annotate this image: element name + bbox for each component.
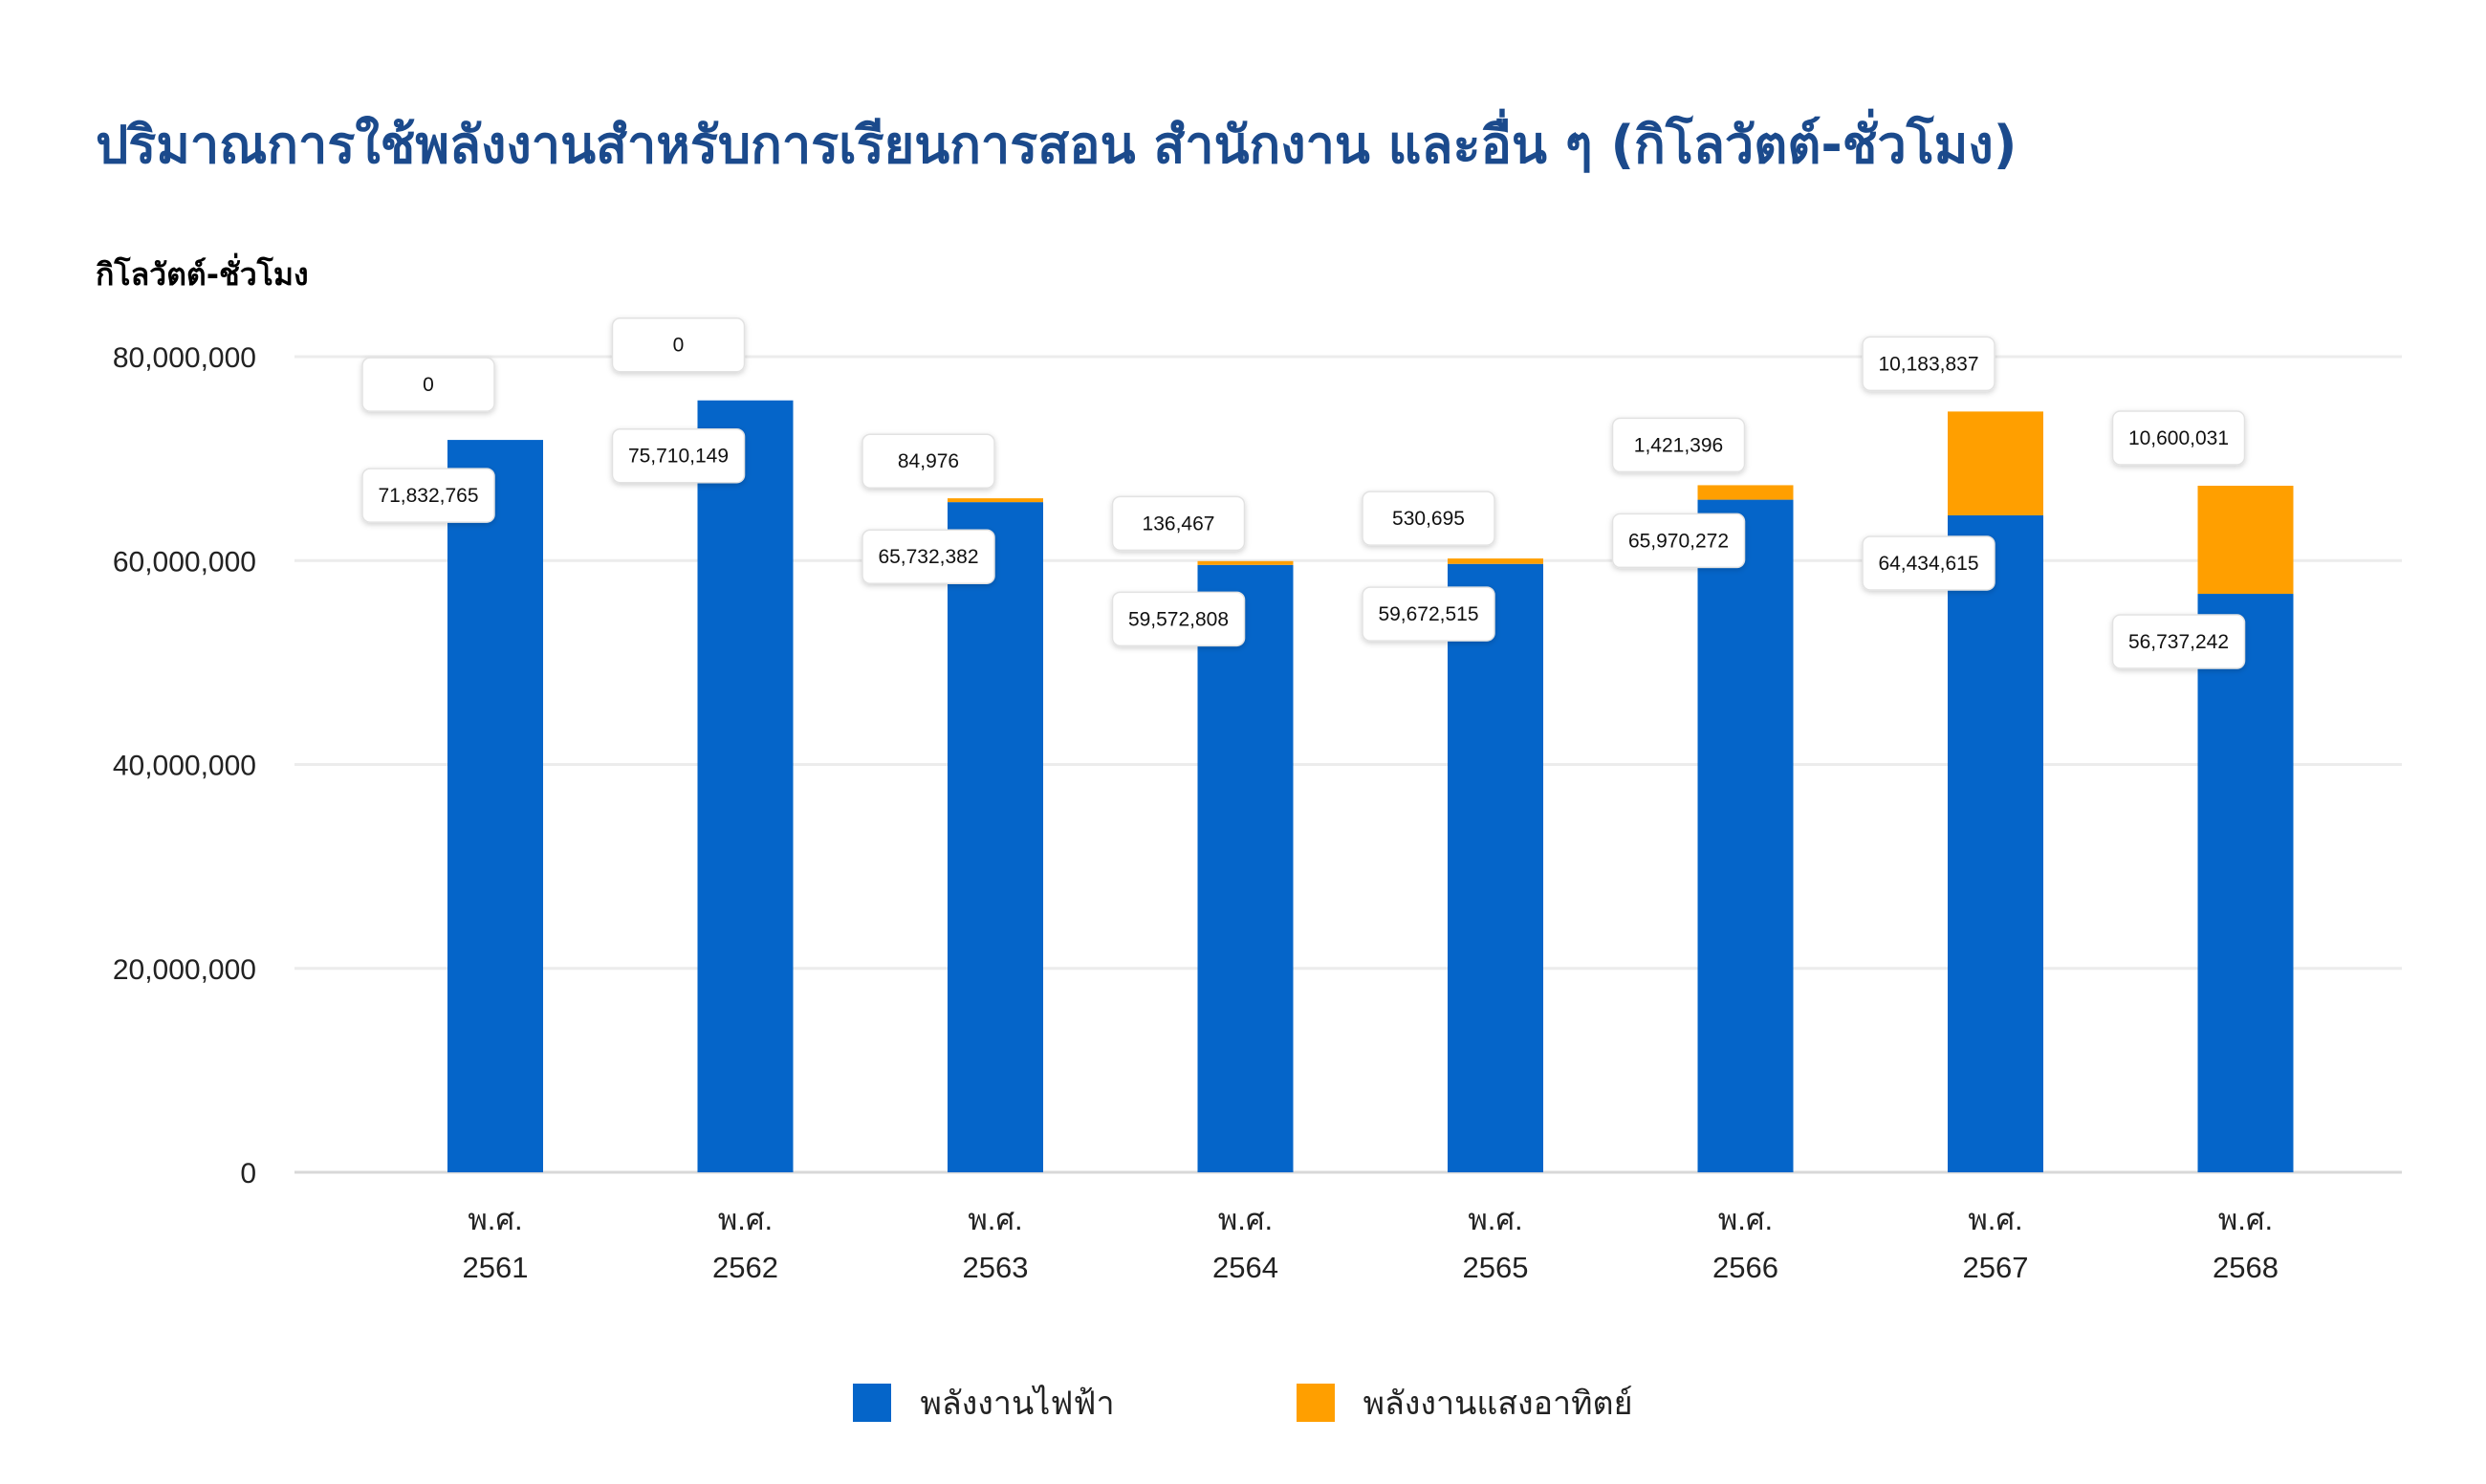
x-tick-label-year: 2564 (1212, 1251, 1278, 1284)
bar-electric (1197, 564, 1294, 1172)
data-label-solar: 84,976 (861, 433, 995, 489)
data-label-box (1111, 591, 1246, 647)
data-label-text: 56,737,242 (2128, 631, 2229, 653)
data-label-box (861, 433, 995, 489)
data-label-solar: 10,183,837 (1862, 336, 1995, 392)
data-label-box (1862, 535, 1995, 591)
data-label-box (611, 316, 746, 373)
x-tick-label-year: 2562 (712, 1251, 778, 1284)
y-tick-label: 0 (240, 1158, 256, 1189)
data-label-text: 1,421,396 (1634, 434, 1723, 456)
x-tick-label-prefix: พ.ศ. (1218, 1203, 1273, 1236)
legend-swatch-electric (853, 1384, 892, 1422)
data-label-text: 84,976 (898, 450, 959, 472)
data-label-solar: 1,421,396 (1611, 417, 1746, 473)
data-label-text: 530,695 (1392, 508, 1465, 530)
data-label-solar: 10,600,031 (2111, 410, 2246, 466)
data-label-text: 75,710,149 (628, 446, 729, 468)
x-tick-label-prefix: พ.ศ. (718, 1203, 773, 1236)
legend-swatch-solar (1296, 1384, 1335, 1422)
data-label-box (1362, 586, 1495, 642)
x-tick-label-prefix: พ.ศ. (468, 1203, 522, 1236)
data-label-text: 0 (423, 374, 434, 396)
gridlines (294, 355, 2402, 1174)
y-axis-label: กิโลวัตต์-ชั่วโมง (96, 256, 309, 293)
data-label-text: 136,467 (1143, 513, 1215, 535)
data-labels: 0 71,832,765 0 75,710,149 84,976 65,732,382 13… (361, 316, 2246, 669)
data-label-solar: 0 (361, 357, 495, 412)
data-label-box (361, 468, 495, 523)
data-label-box (361, 357, 495, 412)
data-label-box (1611, 417, 1746, 473)
data-label-electric: 56,737,242 (2111, 614, 2246, 669)
y-tick-label: 40,000,000 (113, 751, 256, 782)
x-tick-label-prefix: พ.ศ. (1468, 1203, 1522, 1236)
bar-solar (1197, 560, 1294, 565)
bar-solar (1697, 485, 1794, 500)
y-axis-ticks: 0 20,000,000 40,000,000 60,000,000 80,000,00… (113, 342, 256, 1189)
bar-electric (1697, 499, 1794, 1172)
data-label-text: 59,572,808 (1128, 608, 1229, 630)
data-label-box (1362, 491, 1495, 546)
legend: พลังงานไฟฟ้า พลังงานแสงอาทิตย์ (0, 1377, 2486, 1429)
bar-electric (697, 400, 794, 1172)
bar-electric (2197, 594, 2294, 1172)
data-label-text: 10,600,031 (2128, 427, 2229, 449)
data-label-solar: 0 (611, 316, 746, 373)
data-label-electric: 64,434,615 (1862, 535, 1995, 591)
data-label-solar: 136,467 (1111, 495, 1246, 552)
legend-label-electric: พลังงานไฟฟ้า (920, 1385, 1115, 1423)
legend-item-solar[interactable]: พลังงานแสงอาทิตย์ (1296, 1377, 1633, 1429)
legend-item-electric[interactable]: พลังงานไฟฟ้า (853, 1377, 1115, 1429)
bar-electric (1448, 563, 1543, 1172)
data-label-text: 65,970,272 (1628, 530, 1729, 552)
data-label-box (2111, 410, 2246, 466)
x-tick-label-prefix: พ.ศ. (1968, 1203, 2022, 1236)
y-tick-label: 60,000,000 (113, 546, 256, 578)
data-label-box (1111, 495, 1246, 552)
x-tick-label-year: 2561 (463, 1251, 529, 1284)
x-tick-label-prefix: พ.ศ. (1718, 1203, 1773, 1236)
bar-electric (948, 502, 1043, 1172)
x-tick-label-year: 2567 (1963, 1251, 2029, 1284)
data-label-solar: 530,695 (1362, 491, 1495, 546)
data-label-electric: 75,710,149 (611, 427, 746, 484)
data-label-electric: 59,672,515 (1362, 586, 1495, 642)
data-label-box (1611, 513, 1746, 569)
x-tick-label-prefix: พ.ศ. (2218, 1203, 2273, 1236)
y-tick-label: 80,000,000 (113, 342, 256, 374)
data-label-electric: 59,572,808 (1111, 591, 1246, 647)
bars (447, 400, 2294, 1172)
data-label-electric: 65,970,272 (1611, 513, 1746, 569)
data-label-text: 64,434,615 (1878, 553, 1978, 575)
x-tick-label-year: 2563 (963, 1251, 1029, 1284)
data-label-box (2111, 614, 2246, 669)
data-label-box (1862, 336, 1995, 392)
data-label-text: 65,732,382 (878, 546, 978, 568)
legend-label-solar: พลังงานแสงอาทิตย์ (1363, 1385, 1633, 1423)
x-tick-label-year: 2566 (1712, 1251, 1778, 1284)
data-label-text: 10,183,837 (1878, 353, 1978, 375)
page-title: ปริมาณการใช้พลังงานสำหรับการเรียนการสอน … (96, 115, 2017, 175)
x-tick-label-year: 2568 (2213, 1251, 2279, 1284)
data-label-box (611, 427, 746, 484)
bar-electric (1948, 514, 2043, 1172)
y-tick-label: 20,000,000 (113, 954, 256, 986)
data-label-box (861, 529, 995, 584)
data-label-text: 71,832,765 (378, 485, 478, 507)
bar-solar (1948, 411, 2043, 515)
bar-electric (447, 440, 543, 1172)
data-label-text: 0 (673, 335, 685, 357)
bar-solar (2197, 486, 2294, 595)
data-label-electric: 71,832,765 (361, 468, 495, 523)
data-label-electric: 65,732,382 (861, 529, 995, 584)
x-axis-ticks: พ.ศ. 2561 พ.ศ. 2562 พ.ศ. 2563 พ.ศ. 2564 พ.ศ. 2565… (463, 1203, 2279, 1284)
x-tick-label-prefix: พ.ศ. (968, 1203, 1022, 1236)
bar-solar (1448, 558, 1543, 564)
bar-solar (948, 498, 1043, 503)
data-label-text: 59,672,515 (1378, 603, 1478, 625)
x-tick-label-year: 2565 (1463, 1251, 1529, 1284)
